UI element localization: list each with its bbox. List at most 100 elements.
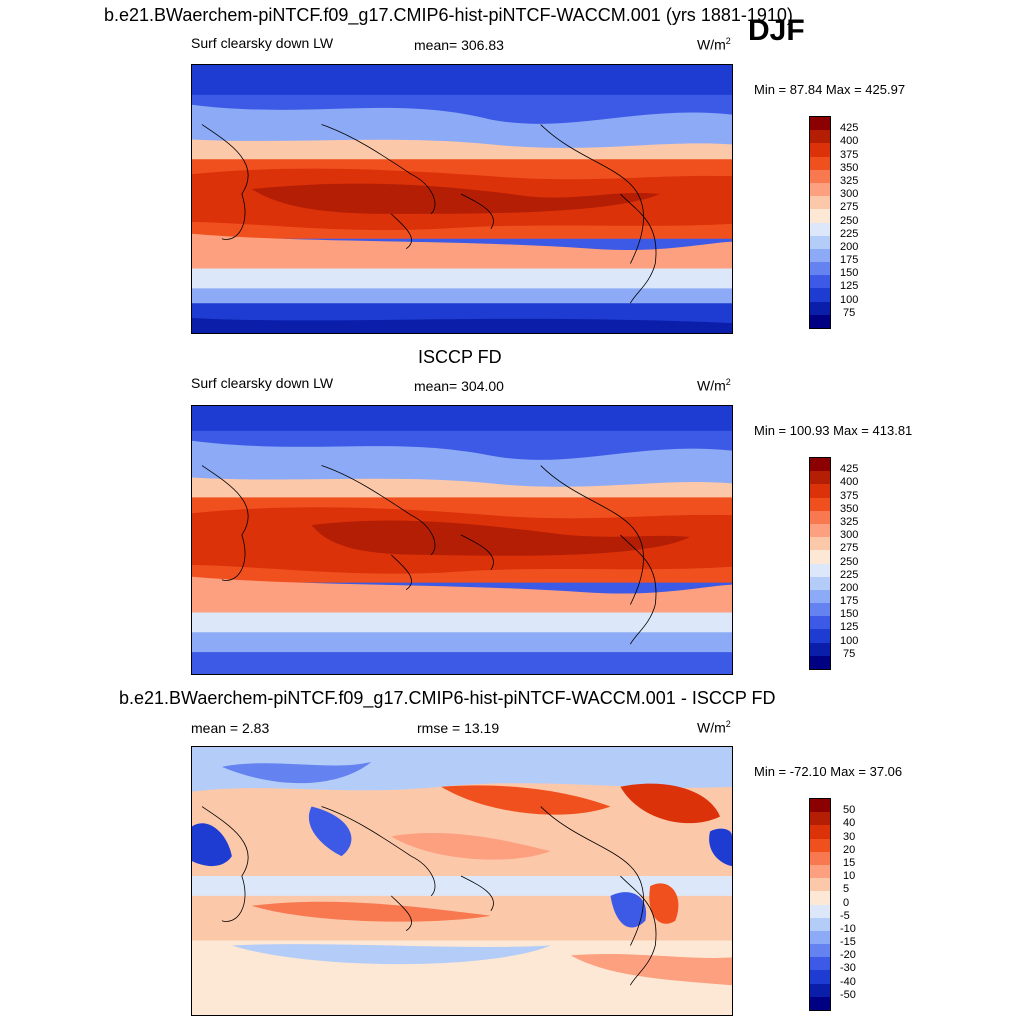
colorbar-tick-label: 300 <box>840 529 859 542</box>
colorbar-tick-label: 275 <box>840 542 859 555</box>
colorbar-swatch <box>810 523 830 538</box>
colorbar-swatch <box>810 484 830 498</box>
colorbar-swatch <box>810 301 830 315</box>
panel2-map <box>191 405 733 675</box>
colorbar-swatch <box>810 130 830 144</box>
colorbar-tick-label: 150 <box>840 267 859 280</box>
colorbar-tick-label: 125 <box>840 621 859 634</box>
colorbar-swatch <box>810 825 830 839</box>
colorbar-swatch <box>810 851 830 865</box>
colorbar-swatch <box>810 248 830 263</box>
colorbar-swatch <box>810 143 830 157</box>
panel3-map-field <box>192 747 732 1015</box>
colorbar-tick-label: 325 <box>840 174 859 187</box>
panel1-map-field <box>192 65 732 333</box>
colorbar-swatch <box>810 209 830 223</box>
panel3-colorbar <box>809 798 831 1011</box>
colorbar-tick-label: -10 <box>840 922 856 935</box>
colorbar-swatch <box>810 550 830 564</box>
colorbar-swatch <box>810 314 830 328</box>
colorbar-tick-label: 275 <box>840 201 859 214</box>
colorbar-tick-label: 50 <box>843 804 856 817</box>
panel1-map <box>191 64 733 334</box>
colorbar-tick-label: 125 <box>840 280 859 293</box>
colorbar-tick-label: 0 <box>843 896 850 909</box>
colorbar-swatch <box>810 930 830 945</box>
colorbar-tick-label: 225 <box>840 227 859 240</box>
colorbar-swatch <box>810 196 830 210</box>
colorbar-swatch <box>810 182 830 197</box>
colorbar-swatch <box>810 957 830 971</box>
colorbar-tick-label: 30 <box>843 830 856 843</box>
colorbar-swatch <box>810 275 830 289</box>
colorbar-tick-label: 75 <box>843 647 856 660</box>
panel1-variable: Surf clearsky down LW <box>191 35 334 51</box>
colorbar-swatch <box>810 510 830 524</box>
colorbar-tick-label: 400 <box>840 135 859 148</box>
colorbar-swatch <box>810 471 830 485</box>
colorbar-tick-label: -40 <box>840 975 856 988</box>
colorbar-swatch <box>810 156 830 170</box>
colorbar-swatch <box>810 970 830 984</box>
colorbar-tick-label: 425 <box>840 122 859 135</box>
colorbar-swatch <box>810 642 830 656</box>
colorbar-swatch <box>810 589 830 604</box>
colorbar-tick-label: 20 <box>843 843 856 856</box>
colorbar-tick-label: 175 <box>840 254 859 267</box>
colorbar-tick-label: 250 <box>840 214 859 227</box>
colorbar-swatch <box>810 917 830 931</box>
colorbar-tick-label: 75 <box>843 306 856 319</box>
panel3-map <box>191 746 733 1016</box>
panel3-minmax: Min = -72.10 Max = 37.06 <box>754 764 903 779</box>
colorbar-swatch <box>810 812 830 826</box>
panel2-mean: mean= 304.00 <box>414 378 504 394</box>
colorbar-swatch <box>810 838 830 852</box>
colorbar-tick-label: 325 <box>840 515 859 528</box>
colorbar-swatch <box>810 563 830 577</box>
main-title: b.e21.BWaerchem-piNTCF.f09_g17.CMIP6-his… <box>104 5 793 25</box>
colorbar-tick-label: 100 <box>840 293 859 306</box>
panel2-variable: Surf clearsky down LW <box>191 375 334 391</box>
colorbar-tick-label: -30 <box>840 962 856 975</box>
colorbar-tick-label: 400 <box>840 476 859 489</box>
colorbar-swatch <box>810 497 830 511</box>
colorbar-tick-label: 5 <box>843 883 850 896</box>
colorbar-tick-label: 300 <box>840 188 859 201</box>
colorbar-tick-label: -20 <box>840 949 856 962</box>
colorbar-swatch <box>810 458 830 472</box>
colorbar-swatch <box>810 891 830 905</box>
colorbar-tick-label: 375 <box>840 489 859 502</box>
colorbar-swatch <box>810 655 830 669</box>
panel3-title: b.e21.BWaerchem-piNTCF.f09_g17.CMIP6-his… <box>119 688 776 708</box>
panel1-minmax: Min = 87.84 Max = 425.97 <box>754 82 906 97</box>
colorbar-tick-label: 225 <box>840 568 859 581</box>
panel2-minmax: Min = 100.93 Max = 413.81 <box>754 423 913 438</box>
panel2-units: W/m2 <box>697 377 731 394</box>
colorbar-tick-label: 15 <box>843 856 856 869</box>
colorbar-tick-label: -15 <box>840 936 856 949</box>
panel3-mean: mean = 2.83 <box>191 720 270 736</box>
colorbar-tick-label: 40 <box>843 817 856 830</box>
colorbar-tick-label: 10 <box>843 870 856 883</box>
colorbar-swatch <box>810 235 830 249</box>
colorbar-tick-label: 425 <box>840 463 859 476</box>
panel1-mean: mean= 306.83 <box>414 37 504 53</box>
panel2-colorbar <box>809 457 831 670</box>
colorbar-swatch <box>810 169 830 183</box>
colorbar-swatch <box>810 616 830 630</box>
colorbar-swatch <box>810 576 830 590</box>
panel1-colorbar <box>809 116 831 329</box>
colorbar-swatch <box>810 996 830 1010</box>
colorbar-swatch <box>810 878 830 892</box>
panel3-units: W/m2 <box>697 719 731 736</box>
colorbar-tick-label: 100 <box>840 634 859 647</box>
colorbar-tick-label: 350 <box>840 502 859 515</box>
colorbar-swatch <box>810 864 830 879</box>
colorbar-swatch <box>810 799 830 813</box>
colorbar-tick-label: -5 <box>840 909 850 922</box>
colorbar-swatch <box>810 117 830 131</box>
colorbar-tick-label: 150 <box>840 608 859 621</box>
colorbar-tick-label: 250 <box>840 555 859 568</box>
colorbar-tick-label: 200 <box>840 240 859 253</box>
panel2-map-field <box>192 406 732 674</box>
